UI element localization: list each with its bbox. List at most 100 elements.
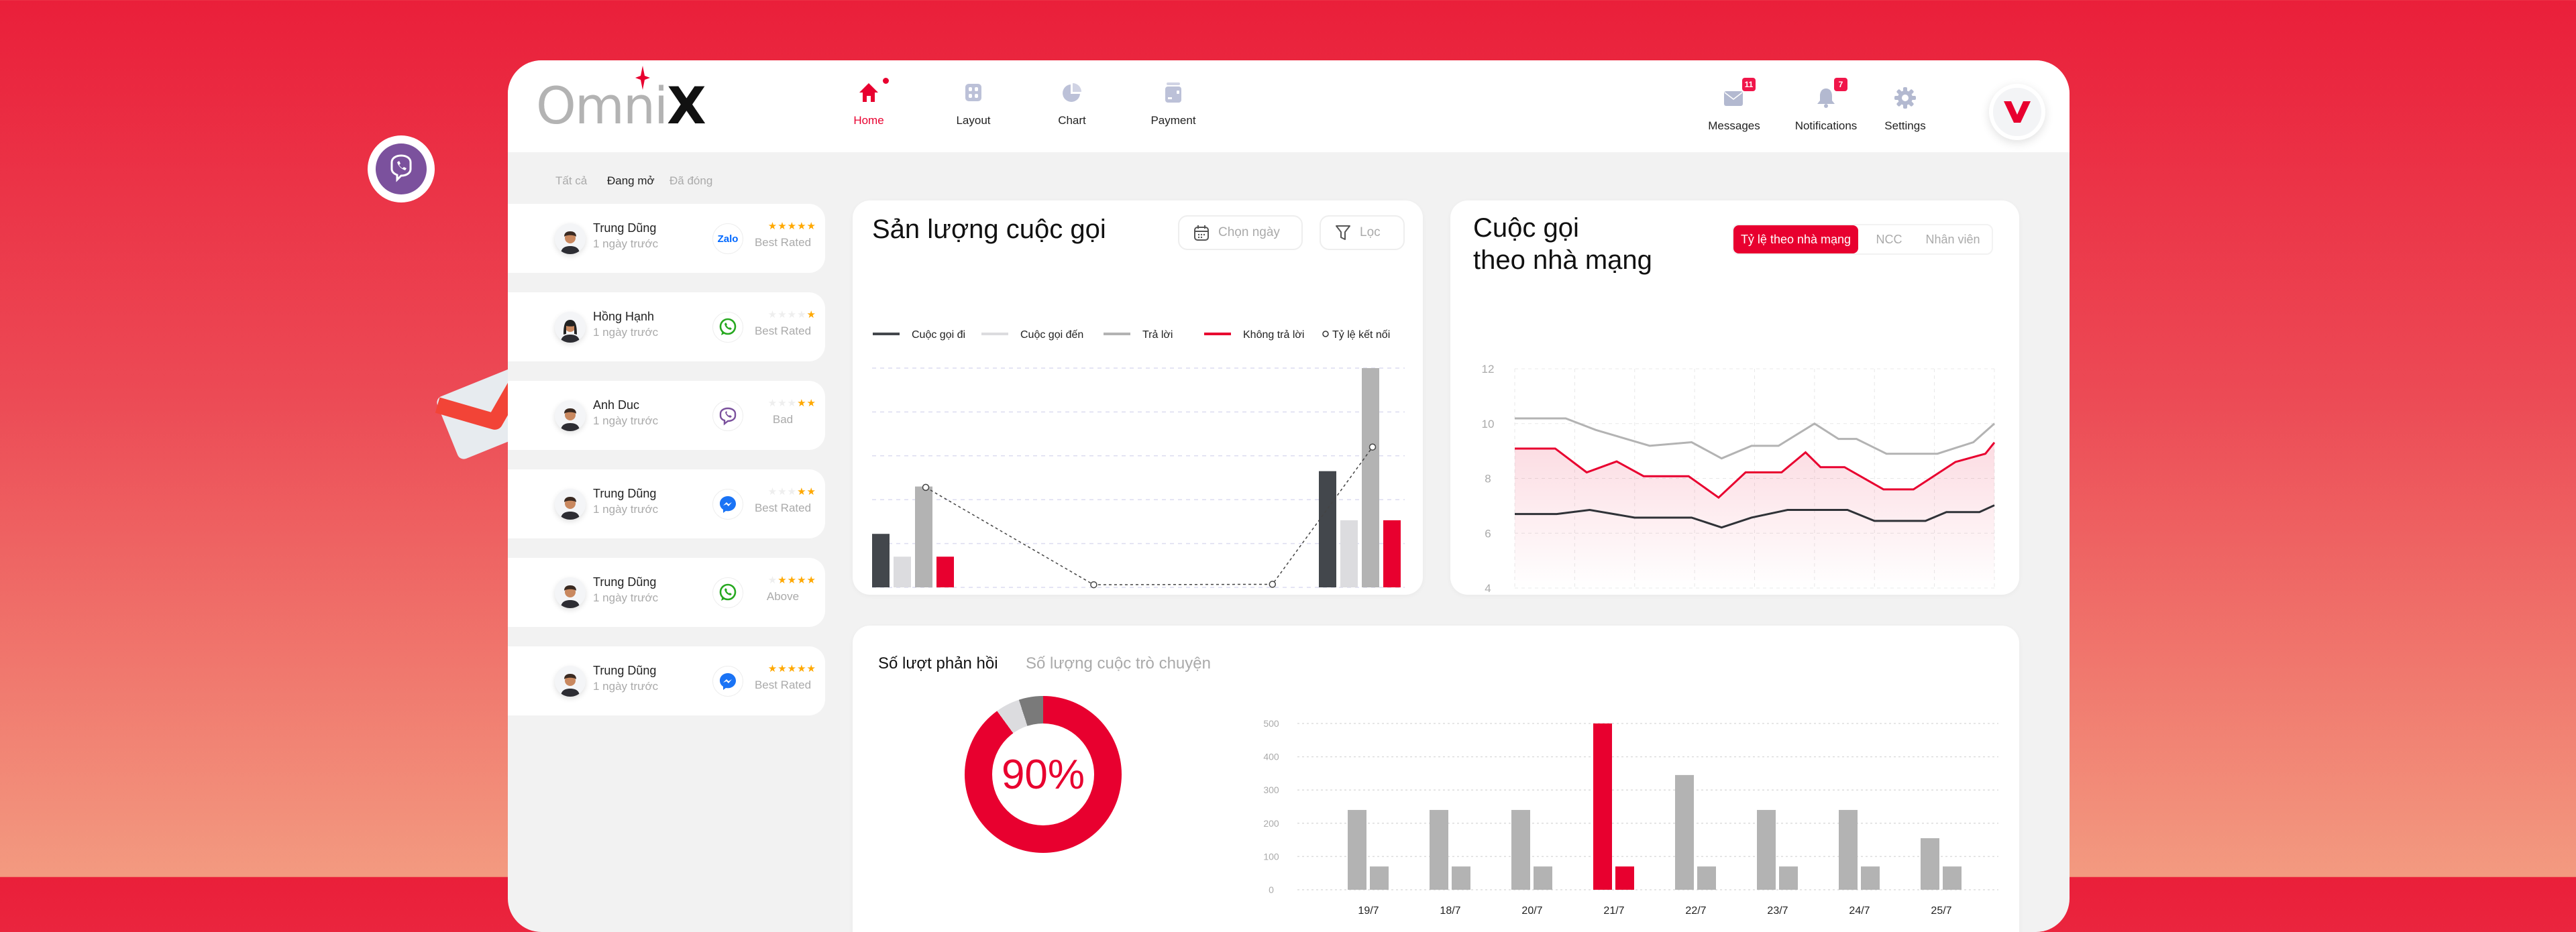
x-tick-label: 23/7: [1767, 905, 1788, 917]
bar: [1430, 809, 1448, 890]
x-tick-label: 24/7: [1849, 905, 1870, 917]
star-icon: ★: [777, 575, 788, 586]
star-rating: ★★★★★: [749, 397, 816, 409]
person-avatar-icon: [561, 408, 580, 431]
star-icon: ★: [787, 221, 798, 232]
bar-Không trả lời: [1383, 520, 1401, 587]
star-icon: ★: [806, 398, 816, 409]
star-icon: ★: [806, 575, 816, 586]
rating-label: Above: [766, 590, 800, 603]
filter-button[interactable]: Lọc: [1320, 215, 1405, 250]
action-label: Messages: [1708, 119, 1760, 132]
bar-Không trả lời: [936, 557, 954, 587]
y-tick-label: 8: [1485, 473, 1491, 485]
time-ago: 1 ngày trước: [593, 680, 659, 693]
star-icon: ★: [797, 663, 807, 675]
star-icon: ★: [767, 221, 778, 232]
notifications-button[interactable]: 7 Notifications: [1786, 78, 1866, 133]
channel-badge: [712, 489, 743, 520]
segment-staff[interactable]: Nhân viên: [1925, 233, 1980, 246]
action-label: Notifications: [1794, 119, 1858, 132]
conversation-item[interactable]: Trung Dũng 1 ngày trước ★★★★★ Best Rated: [508, 469, 825, 538]
legend-label: Tỷ lệ kết nối: [1332, 329, 1390, 341]
contact-name: Hồng Hạnh: [593, 310, 655, 323]
channel-badge: Zalo: [712, 223, 743, 254]
star-rating: ★★★★★: [749, 220, 816, 232]
bar: [1452, 866, 1470, 890]
gear-icon: [1893, 86, 1917, 110]
feedback-donut: 90%: [965, 696, 1122, 853]
conversation-item[interactable]: Anh Duc 1 ngày trước ★★★★★ Bad: [508, 381, 825, 450]
mail-icon: 11: [1722, 78, 1756, 110]
y-tick-label: 4: [1485, 582, 1491, 595]
y-tick-label: 200: [1263, 818, 1279, 829]
star-icon: ★: [787, 309, 798, 321]
filter-icon: [1336, 225, 1350, 240]
viber-float-icon: [368, 135, 435, 202]
action-label: Settings: [1884, 119, 1926, 132]
conversation-item[interactable]: Hồng Hạnh 1 ngày trước ★★★★★ Best Rated: [508, 292, 825, 361]
avatar: [555, 666, 586, 697]
filter-tab[interactable]: Đang mở: [607, 174, 655, 187]
y-tick-label: 12: [1482, 363, 1495, 375]
segment-ncc[interactable]: NCC: [1876, 233, 1902, 246]
star-rating: ★★★★★: [749, 662, 816, 675]
connect-rate-line: [925, 447, 1373, 585]
settings-button[interactable]: Settings: [1865, 86, 1945, 133]
star-icon: ★: [767, 486, 778, 498]
star-icon: ★: [797, 309, 807, 321]
star-icon: ★: [787, 486, 798, 498]
bar-Trả lời: [915, 486, 932, 587]
user-avatar[interactable]: [1989, 84, 2045, 140]
donut-center-label: 90%: [1001, 751, 1085, 798]
avatar: [555, 489, 586, 520]
area-fill: [1515, 442, 1994, 588]
nav-label: Home: [853, 114, 884, 127]
carrier-segmented-control: Tỷ lệ theo nhà mạng NCC Nhân viên: [1732, 224, 1993, 255]
bar: [1593, 723, 1612, 890]
conversation-item[interactable]: Trung Dũng 1 ngày trước ★★★★★ Above: [508, 558, 825, 627]
zalo-icon: Zalo: [717, 233, 739, 245]
nav-layout[interactable]: Layout: [933, 80, 1014, 127]
star-icon: ★: [797, 221, 807, 232]
x-tick-label: 21/7: [1603, 905, 1624, 917]
bar: [1921, 838, 1939, 890]
segment-carrier-ratio[interactable]: Tỷ lệ theo nhà mạng: [1733, 225, 1858, 253]
date-placeholder: Chọn ngày: [1218, 225, 1280, 239]
tab-feedback-count[interactable]: Số lượt phản hồi: [878, 654, 998, 673]
nav-payment[interactable]: Payment: [1133, 80, 1214, 127]
legend-swatch: [1204, 333, 1231, 335]
contact-name: Trung Dũng: [593, 487, 657, 500]
carrier-title: Cuộc gọi theo nhà mạng: [1473, 212, 1652, 276]
avatar: [555, 400, 586, 431]
messages-button[interactable]: 11 Messages: [1694, 78, 1774, 133]
legend-swatch: [981, 333, 1008, 335]
person-avatar-icon: [561, 674, 580, 697]
connect-rate-point: [1368, 443, 1377, 451]
filter-tab[interactable]: Đã đóng: [669, 174, 713, 187]
nav-chart[interactable]: Chart: [1032, 80, 1112, 127]
filter-tab[interactable]: Tất cả: [555, 174, 588, 187]
conversation-item[interactable]: Trung Dũng 1 ngày trước ★★★★★ Best Rated: [508, 646, 825, 715]
date-picker-button[interactable]: Chọn ngày: [1178, 215, 1303, 250]
star-icon: ★: [797, 398, 807, 409]
star-icon: ★: [797, 575, 807, 586]
nav-home[interactable]: Home: [828, 78, 909, 127]
legend-label: Trả lời: [1142, 329, 1173, 341]
badge-count: 7: [1834, 78, 1847, 91]
star-rating: ★★★★★: [749, 574, 816, 586]
omnix-logo: OmniX: [536, 66, 706, 131]
whatsapp-icon: [719, 318, 737, 335]
x-tick-label: 25/7: [1931, 905, 1951, 917]
active-dot: [883, 78, 889, 84]
star-icon: ★: [767, 663, 778, 675]
bar-Cuộc gọi đến: [894, 557, 911, 587]
conversation-item[interactable]: Trung Dũng 1 ngày trước Zalo ★★★★★ Best Rate…: [508, 204, 825, 273]
bar: [1615, 866, 1634, 890]
tab-conversation-count[interactable]: Số lượng cuộc trò chuyện: [1026, 654, 1211, 673]
rating-label: Best Rated: [754, 502, 812, 514]
contact-name: Trung Dũng: [593, 664, 657, 677]
bell-icon: 7: [1814, 78, 1847, 110]
star-icon: ★: [767, 398, 778, 409]
x-tick-label: 18/7: [1440, 905, 1460, 917]
